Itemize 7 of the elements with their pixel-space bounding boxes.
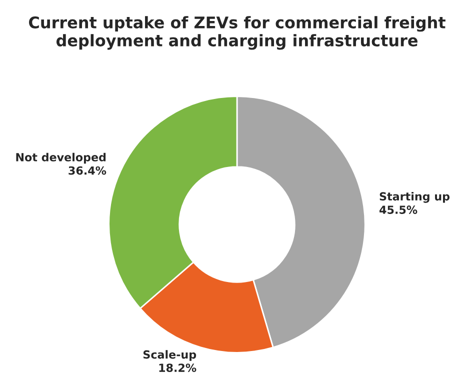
slice-label: Not developed — [16, 152, 106, 164]
data-label: 36.4% — [68, 166, 106, 175]
slice-label: Starting up — [380, 192, 450, 203]
chart-title: Current uptake of ZEVs for commercial freight deployment and charging infrastructure — [29, 16, 446, 50]
data-label: 45.5% — [380, 206, 418, 214]
data-label: 18.2% — [159, 364, 196, 372]
slice-label: Scale-up — [143, 350, 196, 361]
